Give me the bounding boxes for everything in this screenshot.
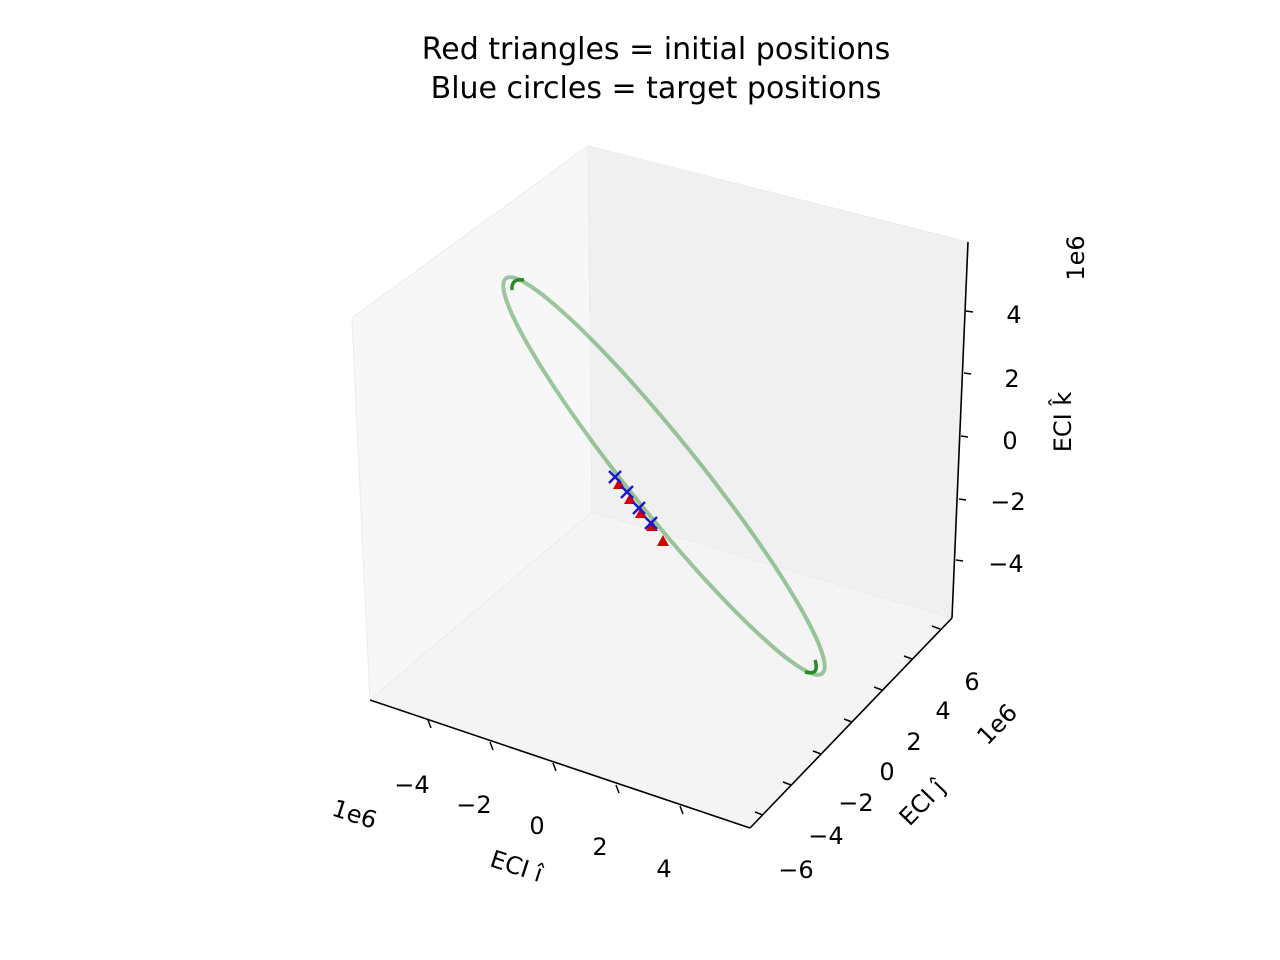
y-tick-mark <box>903 655 913 660</box>
orbit-series <box>501 275 827 677</box>
z-tick-label: 4 <box>1006 301 1021 329</box>
x-tick-mark <box>615 784 620 794</box>
target-position-x <box>620 485 634 499</box>
chart-title-line-2: Blue circles = target positions <box>431 71 882 106</box>
y-tick-label: −6 <box>778 856 813 884</box>
y-tick-mark <box>843 718 853 723</box>
z-tick-mark <box>958 498 967 501</box>
target-position-x <box>632 501 646 515</box>
y-tick-label: 6 <box>964 668 979 696</box>
z-axis-label: ECI k̂ <box>1049 392 1077 453</box>
y-tick-mark <box>782 781 792 786</box>
y-tick-label: −4 <box>808 822 843 850</box>
x-tick-label: −2 <box>456 791 491 819</box>
z-offset-label: 1e6 <box>1062 235 1090 280</box>
y-tick-label: 0 <box>879 758 894 786</box>
x-tick-mark <box>679 805 684 815</box>
chart-title-line-1: Red triangles = initial positions <box>422 32 891 67</box>
x-tick-mark <box>552 762 557 772</box>
x-tick-label: 4 <box>656 855 671 883</box>
orbit-near-arc <box>804 659 818 675</box>
y-axis-line <box>749 617 953 829</box>
x-offset-label: 1e6 <box>329 794 381 835</box>
marker-series <box>608 470 669 546</box>
y-offset-label: 1e6 <box>971 698 1023 750</box>
x-tick-label: 0 <box>529 812 544 840</box>
target-position-x <box>644 516 658 530</box>
y-tick-mark <box>754 811 764 816</box>
z-tick-mark <box>965 310 974 313</box>
y-tick-labels: −6 −4 −2 0 2 4 6 <box>778 668 979 884</box>
z-tick-mark <box>960 435 969 438</box>
initial-position-triangle <box>624 493 636 504</box>
y-axis-label: ECI ĵ <box>894 773 952 832</box>
y-tick-label: 4 <box>935 697 950 725</box>
y-tick-mark <box>873 686 883 691</box>
x-tick-label: 2 <box>592 833 607 861</box>
x-tick-mark <box>427 719 432 729</box>
z-tick-mark <box>955 559 964 562</box>
y-tick-label: −2 <box>838 789 873 817</box>
z-tick-labels: −4 −2 0 2 4 <box>988 301 1025 578</box>
z-tick-mark <box>963 372 972 375</box>
y-tick-mark <box>931 625 941 630</box>
z-tick-label: −4 <box>988 550 1023 578</box>
y-tick-mark <box>812 750 822 755</box>
x-tick-label: −4 <box>394 771 429 799</box>
z-axis-line <box>951 241 969 619</box>
x-tick-labels: −4 −2 0 2 4 <box>394 771 671 883</box>
initial-position-triangle <box>657 535 669 546</box>
x-axis-label: ECI î <box>487 845 548 889</box>
orbit-near-arc <box>510 277 525 291</box>
orbit-path <box>501 275 827 677</box>
x-axis-line <box>369 699 751 829</box>
target-position-x <box>608 470 622 484</box>
z-tick-label: 2 <box>1004 365 1019 393</box>
initial-position-triangle <box>635 507 647 518</box>
z-tick-label: −2 <box>990 488 1025 516</box>
y-tick-label: 2 <box>906 728 921 756</box>
x-tick-mark <box>489 741 494 751</box>
z-tick-label: 0 <box>1002 427 1017 455</box>
axis-ticks <box>427 310 974 816</box>
